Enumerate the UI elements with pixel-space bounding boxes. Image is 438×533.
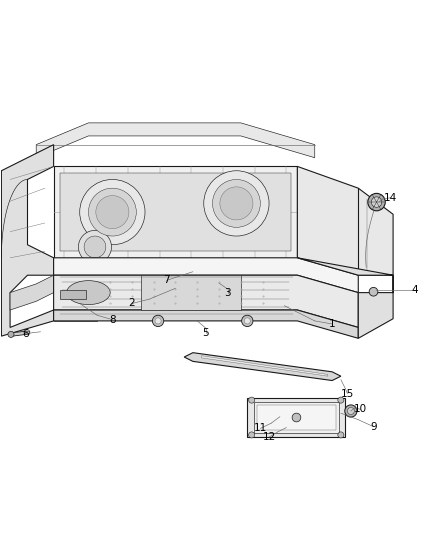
Circle shape (371, 197, 382, 207)
Circle shape (152, 315, 164, 327)
Circle shape (249, 432, 254, 438)
Text: 6: 6 (22, 329, 28, 339)
Polygon shape (254, 402, 339, 433)
Polygon shape (60, 173, 291, 251)
Circle shape (345, 405, 357, 417)
Circle shape (249, 397, 254, 403)
Circle shape (78, 230, 112, 263)
Text: 2: 2 (129, 298, 135, 309)
Polygon shape (297, 166, 393, 275)
Text: 5: 5 (203, 328, 209, 337)
Polygon shape (53, 258, 358, 293)
Text: 1: 1 (329, 319, 336, 329)
Polygon shape (10, 275, 53, 310)
Circle shape (204, 171, 269, 236)
Polygon shape (141, 275, 241, 310)
Polygon shape (12, 331, 30, 336)
Polygon shape (53, 166, 297, 258)
Text: 7: 7 (163, 276, 170, 286)
Polygon shape (53, 310, 358, 338)
Polygon shape (184, 353, 341, 381)
Polygon shape (53, 275, 358, 327)
Polygon shape (60, 290, 86, 299)
Circle shape (338, 432, 344, 438)
Circle shape (88, 188, 136, 236)
Text: 11: 11 (254, 423, 267, 433)
Circle shape (80, 180, 145, 245)
Text: 14: 14 (384, 193, 398, 203)
Circle shape (96, 196, 129, 229)
Circle shape (8, 332, 14, 337)
Circle shape (292, 413, 301, 422)
Text: 12: 12 (262, 432, 276, 442)
Polygon shape (36, 123, 315, 158)
Text: 3: 3 (224, 288, 231, 298)
Circle shape (244, 318, 251, 324)
Circle shape (347, 408, 354, 415)
Circle shape (212, 180, 260, 228)
Text: 4: 4 (412, 286, 418, 295)
Circle shape (155, 318, 161, 324)
Circle shape (242, 315, 253, 327)
Text: 9: 9 (370, 422, 377, 432)
Polygon shape (53, 275, 97, 321)
Ellipse shape (67, 281, 110, 304)
Polygon shape (297, 258, 393, 338)
Circle shape (369, 287, 378, 296)
Text: 15: 15 (341, 389, 354, 399)
Polygon shape (1, 144, 53, 336)
Polygon shape (201, 356, 328, 376)
Text: 8: 8 (109, 314, 116, 325)
Text: 10: 10 (354, 404, 367, 414)
Polygon shape (247, 398, 345, 437)
Circle shape (338, 397, 344, 403)
Polygon shape (257, 405, 336, 430)
Circle shape (220, 187, 253, 220)
Circle shape (368, 193, 385, 211)
Circle shape (84, 236, 106, 258)
